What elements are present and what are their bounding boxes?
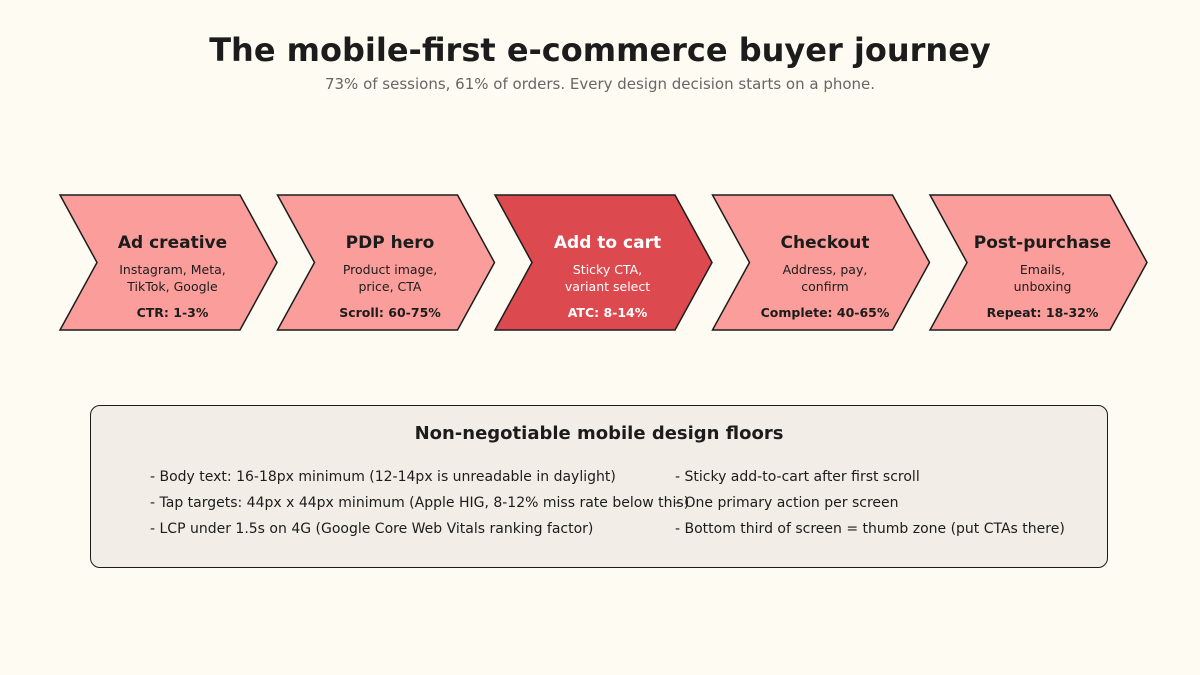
- journey-step-metric: Complete: 40-65%: [761, 305, 890, 320]
- journey-step-chevron: [276, 194, 496, 331]
- journey-step-title: PDP hero: [346, 233, 435, 253]
- journey-step-description: unboxing: [1014, 279, 1072, 294]
- journey-step: Checkout Address, pay, confirm Complete: 40…: [711, 194, 931, 331]
- page-subtitle: 73% of sessions, 61% of orders. Every de…: [324, 75, 876, 93]
- floor-item: - Tap targets: 44px x 44px minimum (Appl…: [150, 495, 690, 511]
- design-floors-title: Non-negotiable mobile design floors: [414, 423, 784, 444]
- floor-item: - One primary action per screen: [675, 495, 899, 511]
- journey-step: Ad creative Instagram, Meta, TikTok, Googl…: [58, 194, 278, 331]
- journey-step-chevron: [493, 194, 713, 331]
- journey-step: Post-purchase Emails, unboxing Repeat: 18-3…: [928, 194, 1148, 331]
- journey-step-description: Emails,: [1020, 262, 1065, 277]
- journey-step-title: Checkout: [781, 233, 870, 253]
- journey-step: PDP hero Product image, price, CTA Scroll: …: [276, 194, 496, 331]
- journey-step-title: Ad creative: [118, 233, 227, 253]
- journey-step-description: confirm: [801, 279, 848, 294]
- floor-item: - Bottom third of screen = thumb zone (p…: [675, 521, 1065, 537]
- journey-step-metric: Scroll: 60-75%: [339, 305, 441, 320]
- journey-step-description: Instagram, Meta,: [119, 262, 226, 277]
- design-floors-left-list: - Body text: 16-18px minimum (12-14px is…: [150, 464, 689, 542]
- journey-step-description: Sticky CTA,: [573, 262, 642, 277]
- journey-step-description: price, CTA: [358, 279, 421, 294]
- floor-item: - LCP under 1.5s on 4G (Google Core Web …: [150, 521, 594, 537]
- design-floors-panel: Non-negotiable mobile design floors - Bo…: [90, 405, 1108, 568]
- journey-step-description: Address, pay,: [783, 262, 868, 277]
- journey-step-title: Add to cart: [554, 233, 661, 253]
- journey-step-chevron: [928, 194, 1148, 331]
- journey-step-title: Post-purchase: [974, 233, 1111, 253]
- journey-step-chevron: [58, 194, 278, 331]
- journey-step-description: variant select: [565, 279, 650, 294]
- journey-step-metric: CTR: 1-3%: [137, 305, 209, 320]
- page-title: The mobile-first e-commerce buyer journe…: [209, 31, 991, 69]
- journey-step-chevron: [711, 194, 931, 331]
- journey-step: Add to cart Sticky CTA, variant select ATC:…: [493, 194, 713, 331]
- journey-step-description: Product image,: [343, 262, 437, 277]
- journey-flow: Ad creative Instagram, Meta, TikTok, Googl…: [58, 194, 1148, 331]
- design-floors-right-list: - Sticky add-to-cart after first scroll …: [675, 464, 1065, 542]
- floor-item: - Sticky add-to-cart after first scroll: [675, 469, 920, 485]
- journey-step-metric: Repeat: 18-32%: [987, 305, 1099, 320]
- journey-step-metric: ATC: 8-14%: [568, 305, 648, 320]
- floor-item: - Body text: 16-18px minimum (12-14px is…: [150, 469, 616, 485]
- journey-step-description: TikTok, Google: [126, 279, 218, 294]
